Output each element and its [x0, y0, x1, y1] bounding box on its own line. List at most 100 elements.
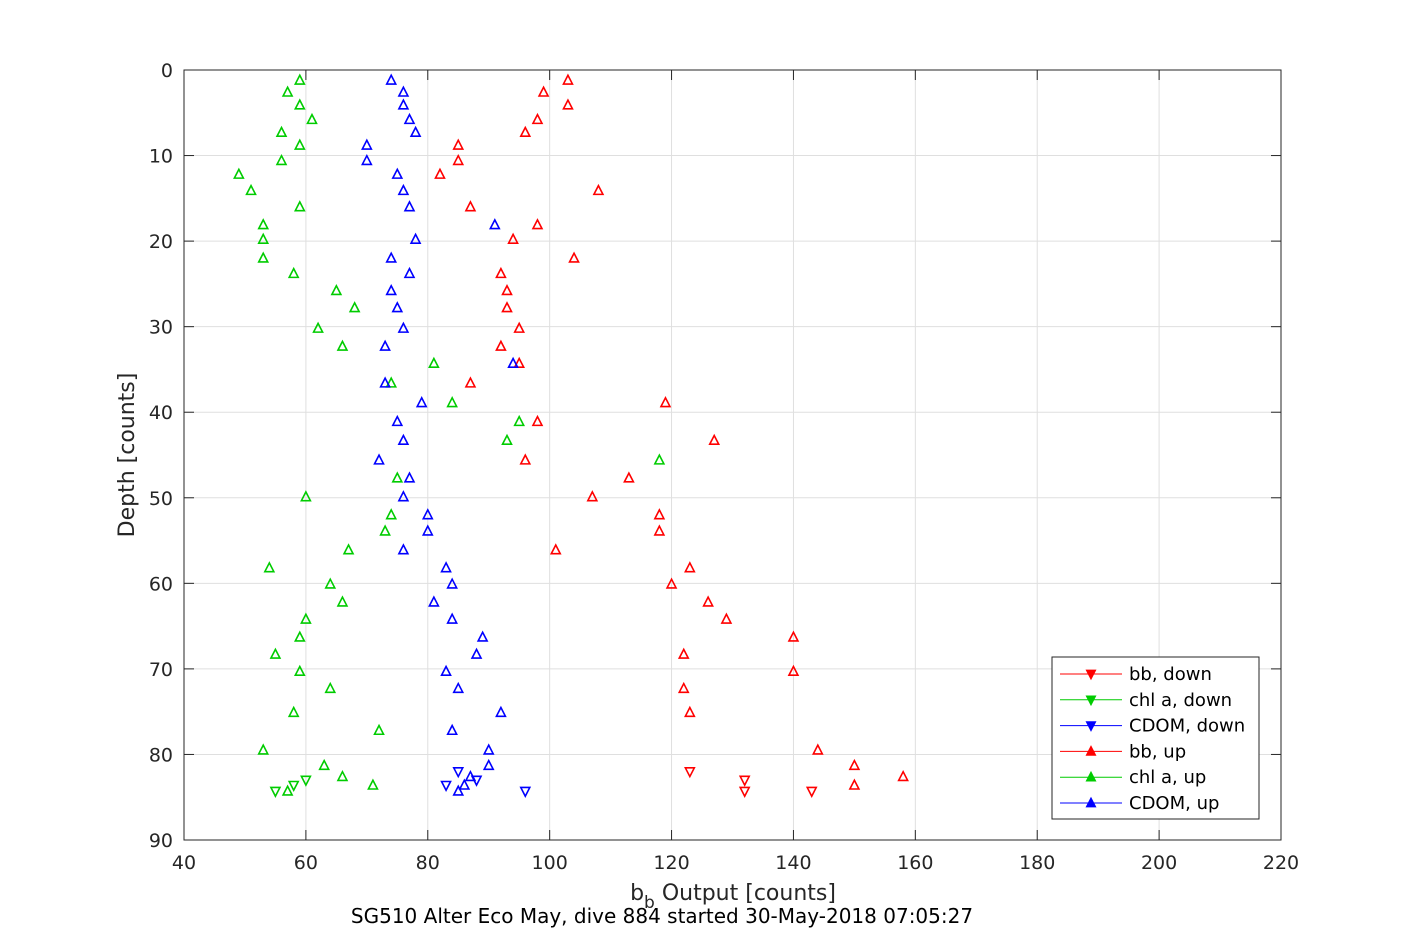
x-tick-label: 120: [653, 852, 689, 874]
data-point-bb-up: [848, 758, 861, 771]
data-point-cdom-up: [397, 183, 410, 196]
data-point-bb-down: [684, 767, 696, 779]
data-point-chl-a-up: [300, 490, 312, 502]
data-point-bb-up: [659, 396, 672, 408]
data-point-chl-a-up: [287, 705, 300, 718]
data-point-chl-a-up: [342, 543, 355, 555]
data-point-cdom-up: [476, 630, 489, 642]
data-point-chl-a-up: [281, 784, 294, 796]
data-point-cdom-up: [403, 200, 416, 212]
data-point-cdom-up: [379, 376, 391, 388]
data-point-chl-a-up: [257, 232, 270, 244]
x-tick-label: 80: [416, 852, 440, 874]
data-point-cdom-down: [440, 780, 452, 792]
data-point-chl-a-up: [379, 524, 391, 536]
data-point-chl-a-up: [446, 396, 458, 408]
data-point-cdom-up: [391, 167, 404, 179]
data-point-chl-a-up: [336, 769, 349, 782]
legend-marker-chl-a-up: [1085, 770, 1097, 782]
data-point-bb-up: [452, 138, 465, 150]
data-point-cdom-up: [403, 266, 416, 279]
data-point-chl-a-up: [324, 577, 337, 589]
legend: bb, down chl a, down CDOM, down bb, up chl a…: [1051, 656, 1260, 820]
data-point-cdom-up: [397, 98, 410, 110]
data-point-bb-up: [708, 433, 721, 446]
data-point-chl-a-up: [324, 681, 337, 694]
series-bb-down: [684, 767, 818, 798]
data-point-chl-a-up: [391, 471, 404, 483]
data-point-chl-a-up: [281, 85, 294, 97]
y-tick-label: 60: [149, 573, 173, 595]
data-point-bb-up: [848, 778, 861, 790]
legend-label-cdom-up: CDOM, up: [1129, 793, 1219, 814]
data-point-cdom-up: [470, 647, 483, 659]
legend-marker-chl-a-down: [1085, 695, 1097, 707]
data-point-chl-a-up: [287, 266, 300, 279]
data-point-cdom-up: [464, 769, 477, 782]
legend-label-chl-a-up: chl a, up: [1129, 767, 1206, 788]
data-point-cdom-up: [385, 283, 398, 296]
data-point-bb-up: [434, 167, 446, 179]
series-chl-a-down: [269, 775, 312, 798]
data-point-cdom-up: [385, 73, 398, 85]
data-point-bb-up: [501, 283, 513, 296]
data-point-chl-a-up: [293, 200, 306, 212]
y-tick-label: 90: [149, 830, 173, 852]
data-point-bb-up: [495, 339, 507, 351]
data-point-cdom-up: [446, 723, 458, 736]
data-point-chl-a-up: [275, 125, 288, 138]
data-point-cdom-up: [397, 543, 410, 555]
legend-marker-bb-down: [1085, 669, 1097, 681]
data-point-bb-up: [653, 524, 666, 536]
data-point-chl-a-up: [318, 758, 330, 771]
axis-ticks: 40 60 80 100 120 140 160 180 200 220 0 10 20 30 40 50 60…: [149, 60, 1299, 874]
data-point-cdom-up: [428, 595, 440, 607]
data-point-cdom-up: [440, 561, 452, 573]
data-point-bb-up: [464, 376, 477, 388]
data-point-chl-a-up: [336, 339, 349, 351]
legend-label-bb-up: bb, up: [1129, 741, 1186, 762]
data-point-chl-a-up: [513, 414, 526, 427]
data-point-bb-up: [720, 612, 733, 624]
legend-label-bb-down: bb, down: [1129, 664, 1212, 685]
data-point-bb-up: [452, 153, 465, 166]
data-point-cdom-up: [397, 321, 410, 333]
plot-frame: [183, 69, 1282, 841]
data-point-chl-a-up: [263, 561, 276, 573]
data-point-bb-up: [702, 595, 714, 607]
y-tick-label: 40: [149, 402, 173, 424]
data-point-bb-up: [677, 647, 690, 659]
data-point-bb-up: [787, 630, 800, 642]
data-point-bb-up: [812, 743, 824, 755]
series-bb-up: [434, 73, 909, 790]
data-point-chl-a-up: [373, 723, 385, 736]
data-point-cdom-up: [415, 396, 428, 408]
data-point-bb-up: [513, 356, 526, 369]
data-point-cdom-up: [421, 508, 434, 520]
data-point-chl-a-up: [233, 167, 245, 179]
data-point-chl-a-up: [275, 153, 288, 166]
y-axis-label: Depth [counts]: [115, 373, 140, 538]
data-point-bb-down: [805, 786, 818, 798]
data-point-cdom-up: [409, 125, 422, 138]
data-point-chl-a-up: [257, 251, 270, 263]
data-point-bb-up: [464, 200, 477, 212]
data-point-chl-a-up: [312, 321, 324, 333]
data-point-cdom-up: [507, 356, 519, 369]
data-point-chl-a-up: [385, 376, 398, 388]
data-point-chl-a-up: [293, 630, 306, 642]
data-point-chl-a-up: [257, 743, 270, 755]
legend-box: [1051, 656, 1260, 820]
data-point-cdom-up: [452, 784, 465, 796]
x-tick-label: 60: [294, 852, 318, 874]
data-point-bb-down: [738, 786, 751, 798]
data-point-chl-a-up: [653, 453, 666, 465]
data-point-bb-up: [501, 301, 513, 313]
data-point-chl-a-down: [269, 786, 282, 798]
data-point-bb-up: [513, 321, 526, 333]
data-point-bb-up: [568, 251, 580, 263]
data-point-cdom-up: [403, 471, 416, 483]
data-point-chl-a-up: [336, 595, 349, 607]
series-cdom-up: [361, 73, 519, 796]
